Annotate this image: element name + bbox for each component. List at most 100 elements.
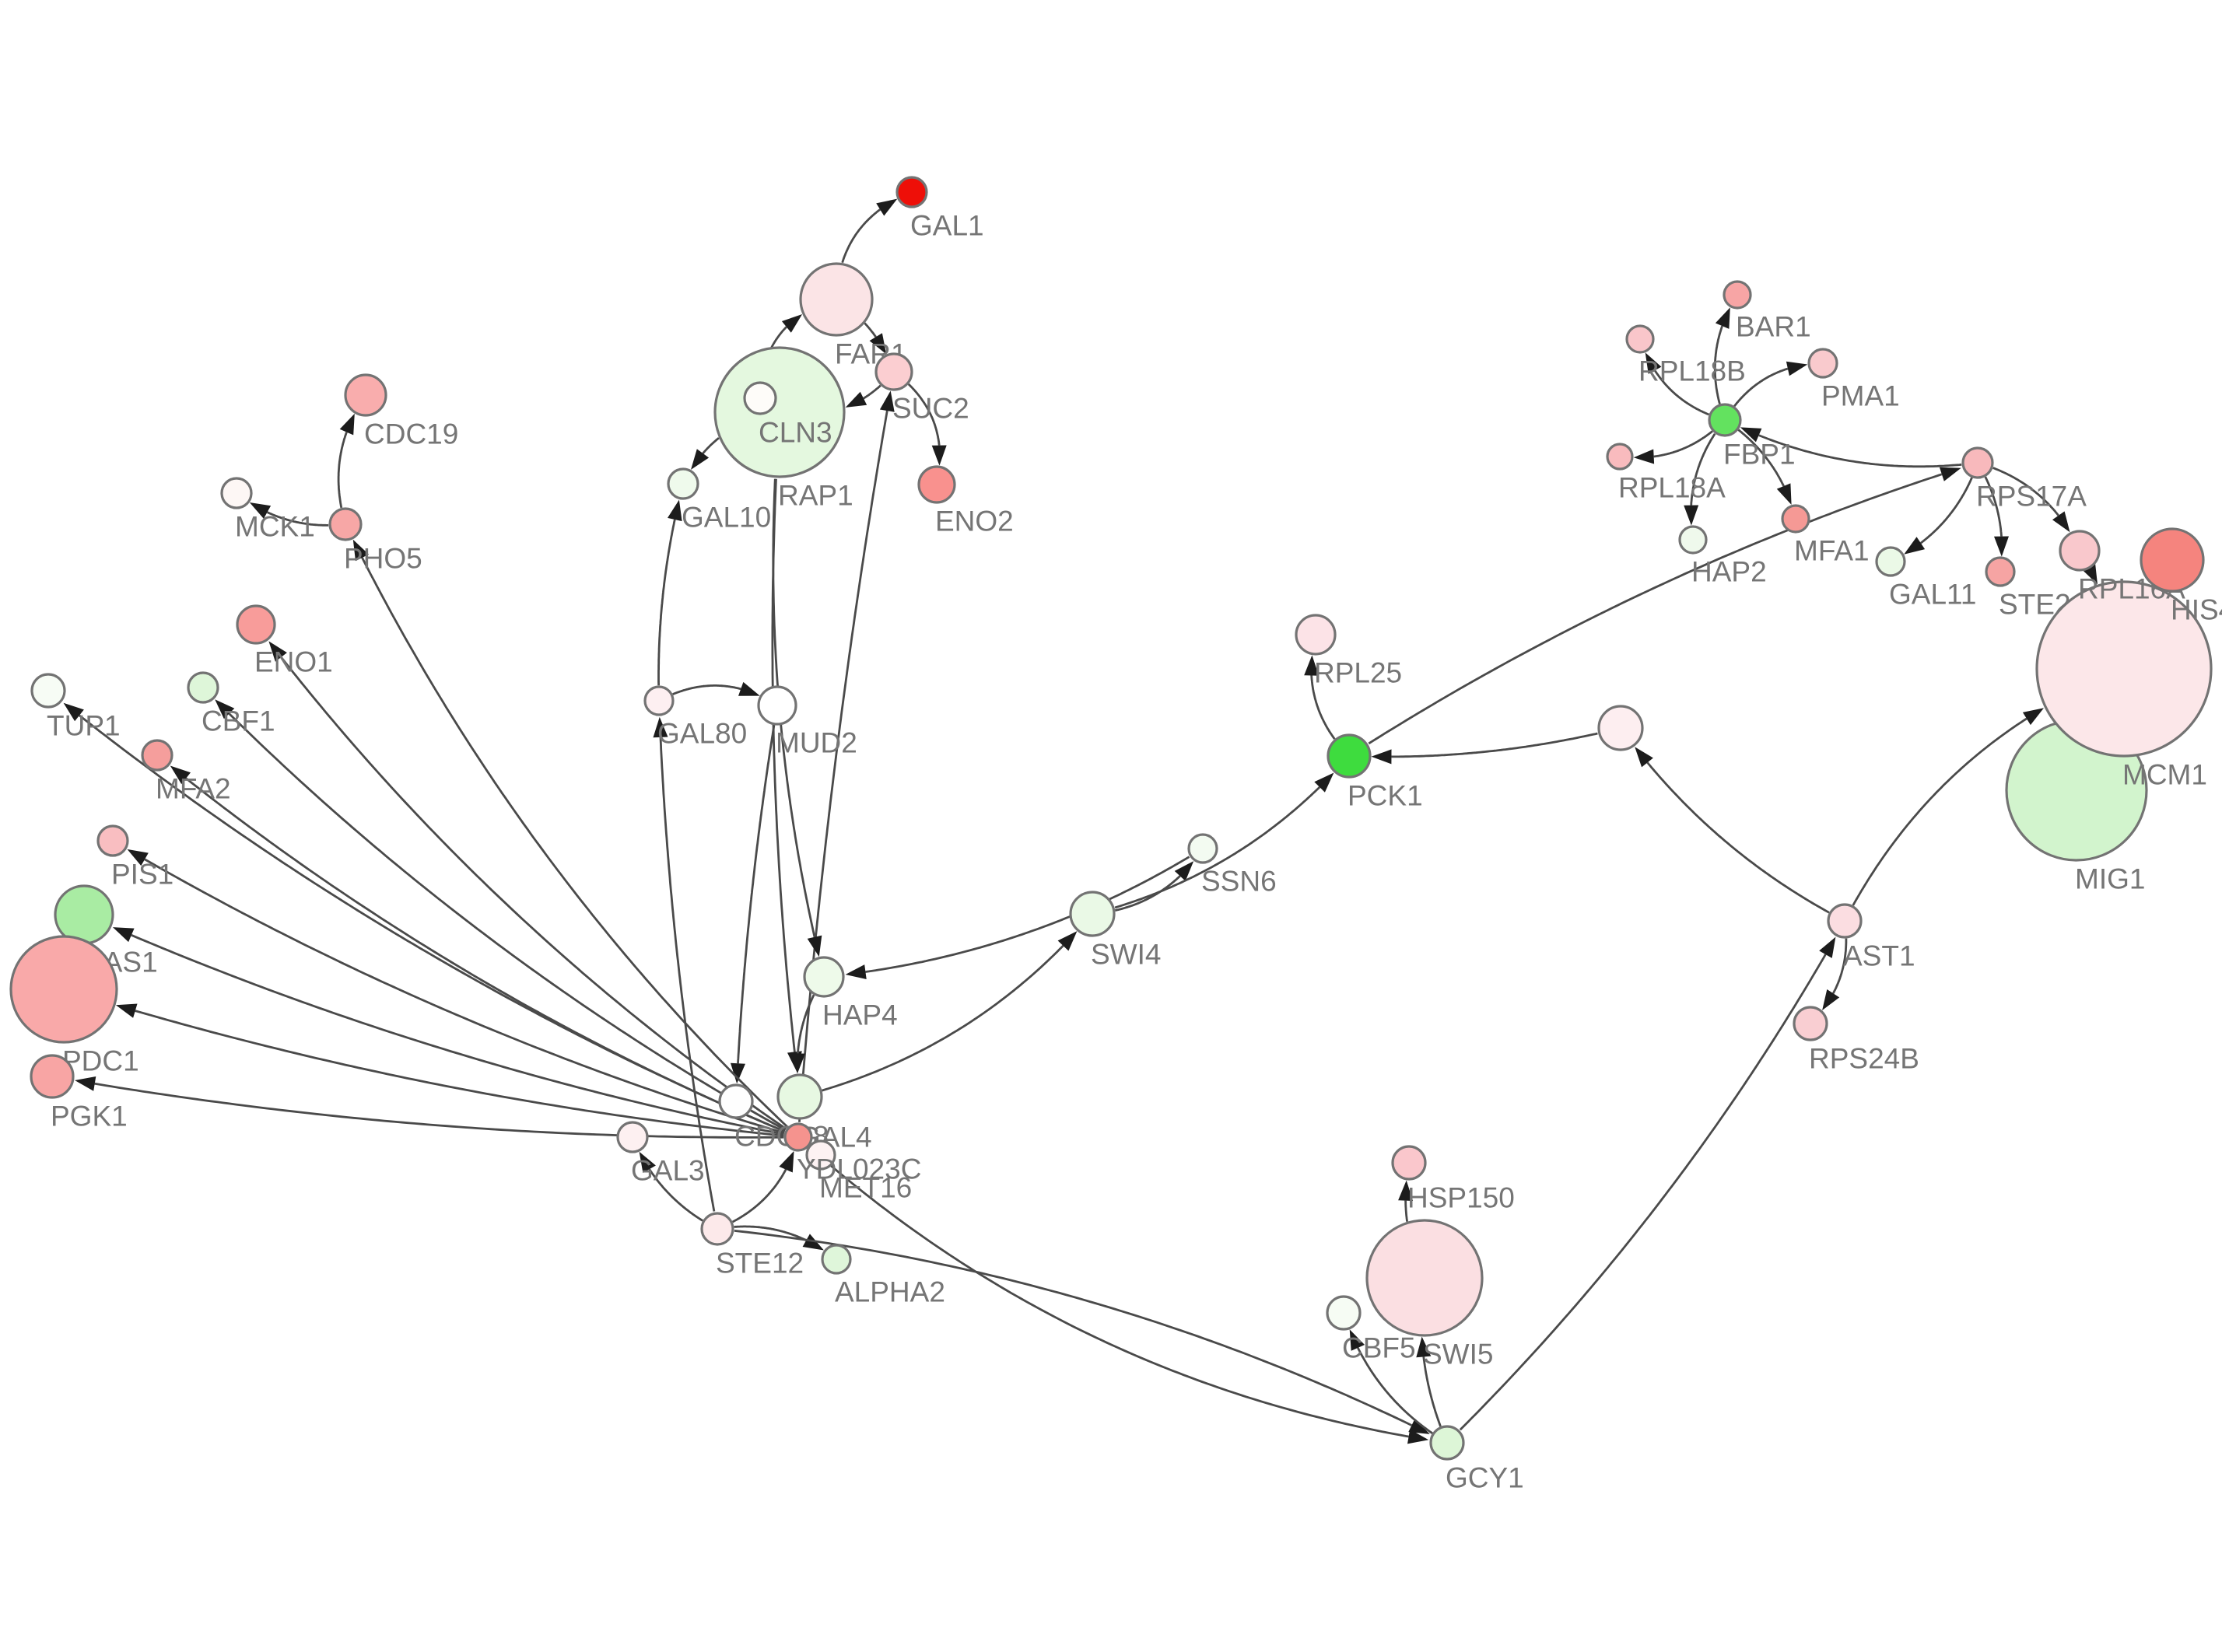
edge-rps17a-gal11[interactable] [1904, 477, 1973, 555]
edge-ydl023c-pis1[interactable] [127, 849, 785, 1135]
node-circle-swi5[interactable] [1365, 1219, 1484, 1337]
edge-rap1-gal10[interactable] [691, 437, 720, 470]
edge-fbp1-rpl18b[interactable] [1645, 352, 1710, 416]
edge-ste12-gal3[interactable] [639, 1151, 703, 1222]
edge-hap4-gal4[interactable] [790, 994, 815, 1074]
node-circle-rpl18b[interactable] [1625, 324, 1655, 354]
node-circle-far1[interactable] [799, 262, 874, 337]
node-circle-suc2[interactable] [874, 352, 913, 391]
node-circle-mfa1[interactable] [1781, 504, 1810, 534]
edge-swi4-pck1[interactable] [1114, 772, 1334, 909]
node-circle-his4[interactable] [2140, 527, 2205, 593]
node-circle-unlabeled[interactable] [1597, 705, 1644, 751]
edge-rps17a-rpl16a[interactable] [1992, 467, 2070, 533]
edge-ydl023c-pho5[interactable] [352, 539, 788, 1128]
edge-swi4-ssn6[interactable] [1114, 861, 1194, 912]
edge-gcy1-swi5[interactable] [1416, 1336, 1442, 1427]
edge-pck1-rps17a[interactable] [1368, 467, 1961, 745]
node-circle-pho5[interactable] [328, 507, 363, 541]
edge-far1-gal1[interactable] [841, 198, 898, 264]
node-circle-mud2[interactable] [757, 685, 797, 726]
edge-pho5-cdc19[interactable] [337, 413, 355, 509]
edge-pho5-mck1[interactable] [249, 502, 329, 527]
node-circle-mcm1[interactable] [2035, 580, 2213, 758]
node-circle-gal80[interactable] [643, 685, 675, 716]
edge-rps17a-ste2[interactable] [1984, 476, 2009, 557]
edge-rps17a-fbp1[interactable] [1740, 427, 1962, 468]
edge-fbp1-pma1[interactable] [1733, 361, 1808, 408]
edge-ydl023c-cbf1[interactable] [215, 699, 787, 1132]
node-circle-bar1[interactable] [1723, 280, 1752, 310]
node-circle-cbf1[interactable] [187, 671, 219, 704]
node-circle-ssn6[interactable] [1187, 833, 1218, 864]
node-circle-hap4[interactable] [803, 956, 845, 998]
node-circle-hap2[interactable] [1678, 525, 1708, 555]
node-circle-swi4[interactable] [1069, 891, 1116, 937]
edge-ast1-mcm1[interactable] [1852, 708, 2044, 906]
node-circle-pck1[interactable] [1327, 733, 1372, 779]
edge-ssn6-hap4[interactable] [845, 856, 1190, 979]
edge-gal80-mud2[interactable] [672, 681, 760, 696]
node-circle-eno2[interactable] [917, 465, 956, 504]
edge-fbp1-bar1[interactable] [1713, 307, 1730, 404]
node-circle-rps24b[interactable] [1793, 1006, 1828, 1041]
edge-swi5-hsp150[interactable] [1398, 1180, 1414, 1222]
node-circle-cln3[interactable] [743, 381, 777, 415]
edge-fbp1-hap2[interactable] [1684, 432, 1716, 526]
node-circle-ste12[interactable] [700, 1212, 734, 1246]
node-circle-ydl023c[interactable] [783, 1122, 813, 1152]
node-circle-gal4[interactable] [776, 1073, 823, 1120]
edge-far1-suc2[interactable] [864, 322, 887, 355]
edge-gcy1-cbf5[interactable] [1349, 1329, 1433, 1434]
edge-ste12-ydl023c[interactable] [731, 1150, 794, 1223]
edge-fbp1-rpl18a[interactable] [1633, 430, 1713, 464]
node-circle-pis1[interactable] [96, 824, 129, 857]
edge-ydl023c-ras1[interactable] [112, 927, 784, 1136]
node-circle-met16[interactable] [805, 1139, 836, 1171]
node-circle-rpl18a[interactable] [1606, 443, 1634, 471]
node-circle-rpl25[interactable] [1295, 614, 1337, 656]
node-circle-ras1[interactable] [54, 884, 114, 945]
node-circle-gcy1[interactable] [1429, 1425, 1465, 1461]
node-circle-gal10[interactable] [667, 467, 699, 500]
node-circle-rps17a[interactable] [1961, 446, 1994, 479]
node-circle-rpl16a[interactable] [2059, 530, 2101, 572]
node-circle-pgk1[interactable] [30, 1054, 75, 1099]
node-circle-pma1[interactable] [1807, 348, 1838, 379]
edge-ydl023c-gcy1[interactable] [808, 1146, 1429, 1444]
node-circle-mfa2[interactable] [141, 739, 173, 772]
edge-gal4-swi4[interactable] [822, 931, 1078, 1092]
edge-pck1-rpl25[interactable] [1304, 655, 1336, 740]
edge-mud2-cdc28[interactable] [731, 725, 776, 1084]
edge-gcy1-ast1[interactable] [1459, 936, 1836, 1431]
node-circle-rap1[interactable] [713, 346, 846, 478]
edge-suc2-eno2[interactable] [907, 383, 947, 466]
edge-gal80-gal10[interactable] [657, 499, 682, 686]
edge-ydl023c-pgk1[interactable] [75, 1076, 784, 1139]
node-circle-cdc19[interactable] [344, 373, 387, 417]
edge-ast1-node_x[interactable] [1635, 747, 1830, 914]
edge-ydl023c-pdc1[interactable] [115, 1003, 784, 1137]
node-circle-pdc1[interactable] [9, 935, 118, 1044]
node-circle-gal3[interactable] [616, 1121, 649, 1153]
node-circle-ste2[interactable] [1985, 556, 2016, 587]
node-circle-ast1[interactable] [1827, 903, 1863, 939]
node-circle-alpha2[interactable] [821, 1244, 852, 1275]
node-circle-hsp150[interactable] [1391, 1145, 1427, 1181]
node-circle-tup1[interactable] [30, 673, 66, 709]
node-circle-gal11[interactable] [1875, 546, 1906, 577]
edge-ste12-gal80[interactable] [653, 716, 716, 1212]
node-circle-eno1[interactable] [236, 604, 276, 645]
edge-ste12-gcy1[interactable] [734, 1230, 1430, 1434]
edge-node_x-pck1[interactable] [1371, 732, 1598, 765]
node-circle-cbf5[interactable] [1326, 1295, 1362, 1331]
node-circle-mck1[interactable] [220, 477, 253, 509]
node-circle-fbp1[interactable] [1708, 403, 1742, 437]
edge-fbp1-mfa1[interactable] [1737, 429, 1792, 505]
edge-ydl023c-eno1[interactable] [268, 641, 787, 1130]
node-circle-cdc28[interactable] [718, 1083, 754, 1119]
node-circle-gal1[interactable] [895, 176, 928, 208]
edge-ydl023c-mfa2[interactable] [170, 765, 786, 1132]
edge-ast1-rps24b[interactable] [1822, 938, 1848, 1010]
